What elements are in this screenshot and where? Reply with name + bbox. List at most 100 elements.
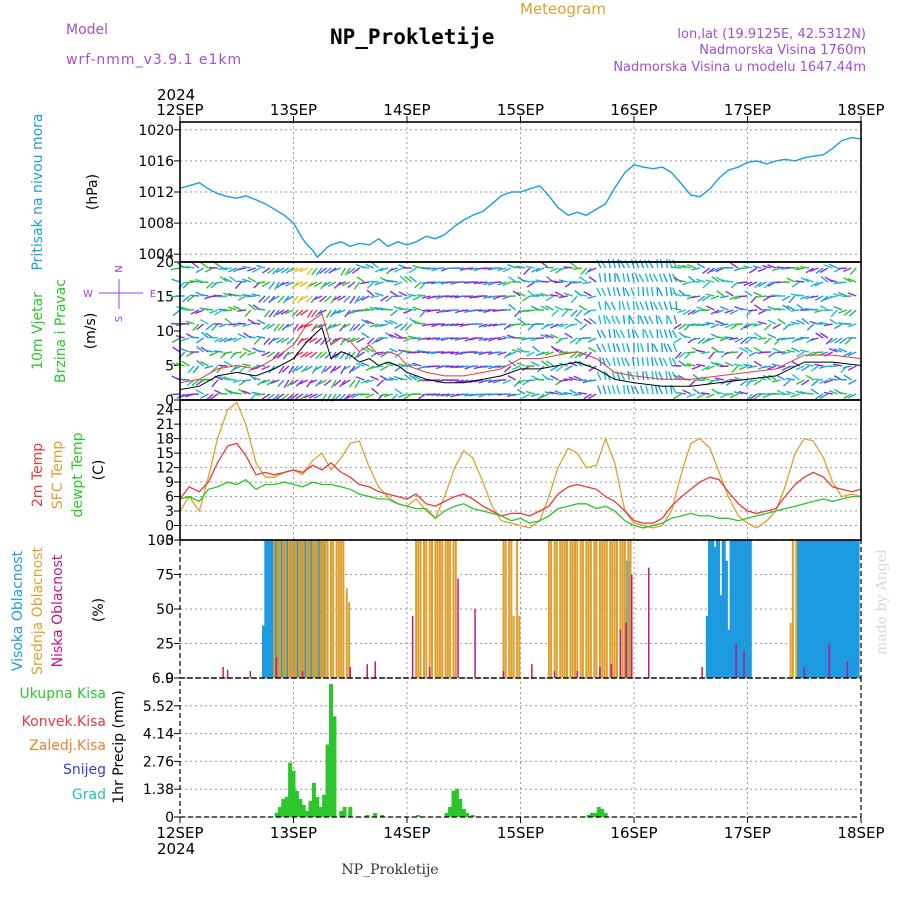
wind-arrow	[329, 365, 337, 374]
wind-arrow	[507, 351, 517, 357]
wind-arrow	[339, 379, 347, 388]
wind-arrow	[633, 329, 640, 339]
wind-arrow	[776, 337, 786, 341]
wind-arrow	[847, 365, 857, 371]
wind-arrow	[507, 374, 517, 381]
wind-arrow	[653, 357, 659, 367]
wind-arrow	[346, 393, 356, 399]
wind-arrow	[478, 337, 488, 342]
wind-arrow	[503, 365, 512, 373]
wind-arrow	[568, 323, 578, 327]
wind-arrow	[785, 390, 796, 395]
wind-arrow	[724, 309, 734, 314]
wind-arrow	[796, 303, 805, 311]
wind-arrow	[819, 351, 829, 356]
wind-arrow	[195, 267, 204, 274]
wind-arrow	[828, 347, 838, 353]
wind-arrow	[610, 301, 616, 311]
high-cloud-bar	[300, 540, 305, 678]
precip-legend-item: Snijeg	[63, 762, 106, 778]
wind-arrow	[804, 392, 814, 395]
wind-arrow	[294, 267, 304, 273]
precip-bar	[284, 796, 289, 817]
y-tick-label: 10	[156, 324, 174, 340]
wind-arrow	[440, 393, 450, 397]
wind-arrow	[829, 337, 838, 344]
wind-arrow	[227, 378, 237, 381]
mid-cloud-bar	[550, 540, 553, 678]
footer-title: NP_Prokletije	[341, 862, 438, 878]
precip-bar	[305, 811, 310, 817]
wind-arrow	[739, 379, 748, 386]
mid-cloud-bar	[434, 540, 437, 678]
wind-arrow	[729, 309, 739, 315]
low-cloud-bar	[411, 615, 414, 678]
wind-arrow	[272, 393, 280, 401]
wind-arrow	[843, 309, 852, 316]
wind-arrow	[667, 371, 673, 381]
low-cloud-bar	[625, 622, 627, 678]
wind-arrow	[768, 374, 777, 381]
wind-arrow	[295, 365, 304, 372]
top-time-label: 12SEP	[156, 101, 203, 119]
wind-arrow	[360, 281, 370, 285]
wind-arrow	[596, 371, 602, 381]
wind-arrow	[719, 323, 729, 327]
wind-arrow	[435, 281, 445, 284]
wind-arrow	[209, 309, 219, 314]
wind-arrow	[237, 267, 247, 271]
wind-arrow	[795, 390, 805, 395]
wind-arrow	[306, 309, 313, 318]
wind-arrow	[819, 304, 829, 311]
wind-arrow	[658, 301, 664, 311]
wind-arrow	[185, 320, 195, 325]
wind-arrow	[276, 309, 285, 316]
wind-arrow	[483, 267, 493, 270]
wind-arrow	[336, 309, 346, 314]
wind-arrow	[776, 351, 786, 354]
wind-arrow	[739, 347, 748, 353]
wind-arrow	[285, 281, 294, 287]
bottom-time-label: 12SEP	[156, 824, 203, 842]
wind-arrow	[315, 351, 323, 360]
low-cloud-label: Niska Oblacnost	[50, 554, 66, 667]
wind-arrow	[234, 281, 243, 290]
wind-arrow	[615, 343, 621, 353]
wind-arrow	[393, 267, 403, 273]
wind-arrow	[369, 280, 379, 283]
wind-arrow	[360, 347, 370, 353]
wind-arrow	[612, 357, 616, 367]
wind-arrow	[517, 388, 526, 395]
wind-arrow	[783, 379, 791, 387]
wind-arrow	[607, 287, 612, 297]
wind-arrow	[615, 315, 621, 325]
wind-arrow	[655, 314, 659, 325]
wind-arrow	[374, 365, 384, 369]
wind-arrow	[622, 314, 626, 325]
wind-arrow	[180, 337, 190, 342]
mid-cloud-bar	[603, 540, 606, 678]
wind-arrow	[650, 286, 654, 297]
grid-layer	[293, 122, 748, 817]
wind-arrow	[525, 390, 535, 395]
low-cloud-bar	[531, 664, 533, 678]
wind-arrow	[673, 393, 682, 400]
wind-arrow	[200, 262, 209, 269]
wind-arrow	[483, 295, 493, 299]
wind-arrow	[558, 393, 568, 396]
mid-cloud-bar	[574, 540, 576, 678]
wind-arrow	[285, 295, 294, 302]
wind-arrow	[227, 337, 237, 342]
wind-arrow	[360, 379, 370, 384]
wind-arrow	[398, 377, 408, 381]
wind-arrow	[280, 281, 290, 286]
wind-arrow	[450, 337, 460, 340]
precip-panel: 0 1.38 2.76 4.14 5.52 6.9	[143, 671, 861, 826]
wind-arrow	[551, 309, 559, 317]
wind-arrow	[705, 337, 715, 342]
wind-arrow	[621, 301, 626, 311]
top-year-label: 2024	[157, 86, 195, 104]
y-tick-label: 2.76	[143, 754, 174, 770]
wind-arrow	[374, 281, 384, 286]
wind-arrow	[833, 363, 843, 367]
